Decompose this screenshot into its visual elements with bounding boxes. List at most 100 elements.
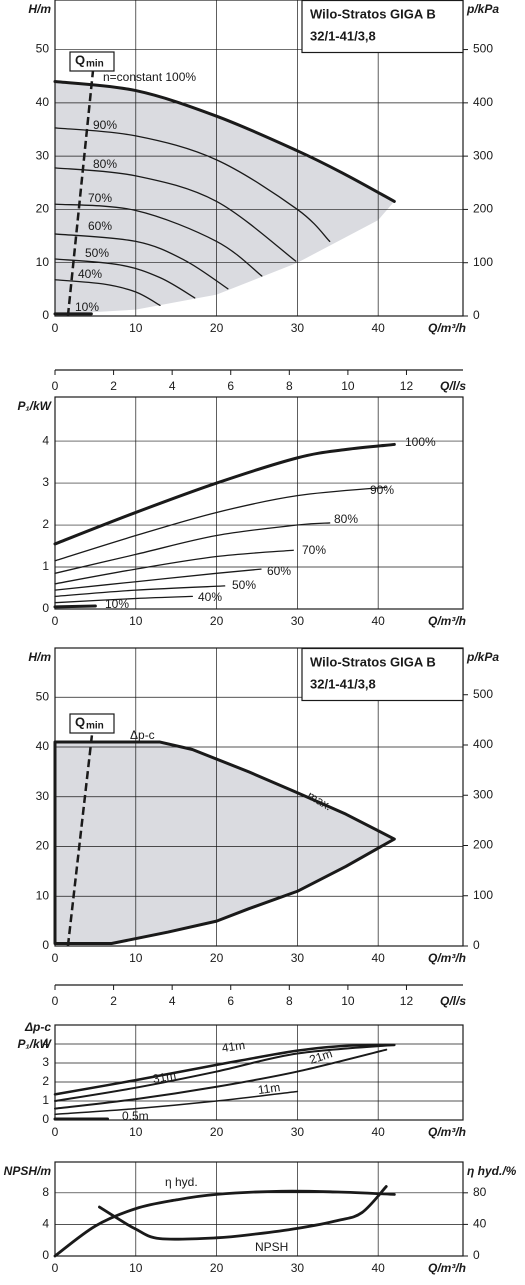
curve-label: n=constant 100% bbox=[103, 70, 196, 84]
curve bbox=[54, 1048, 388, 1110]
y-tick-label: 10 bbox=[36, 888, 50, 902]
y2-tick-label: 400 bbox=[473, 95, 493, 109]
operating-range bbox=[53, 740, 396, 946]
y-axis-title: H/m bbox=[28, 650, 51, 664]
y2-tick-label: 200 bbox=[473, 202, 493, 216]
y2-tick-label: 500 bbox=[473, 687, 493, 701]
x-tick-label: 6 bbox=[227, 379, 234, 393]
y2-axis-title: η hyd./% bbox=[467, 1164, 517, 1178]
curve bbox=[53, 80, 396, 203]
y2-tick-label: 0 bbox=[473, 938, 480, 952]
y-axis-title: Δp-c bbox=[24, 1020, 51, 1034]
curve-label: 40% bbox=[78, 267, 102, 281]
y-axis-title: P₁/kW bbox=[17, 399, 52, 413]
x-tick-label: 8 bbox=[286, 994, 293, 1008]
y-tick-label: 40 bbox=[36, 739, 50, 753]
qmin-label: Q bbox=[75, 52, 85, 67]
y2-tick-label: 300 bbox=[473, 787, 493, 801]
qmin-sub: min bbox=[86, 721, 104, 732]
qmin-label: Q bbox=[75, 714, 85, 729]
x-tick-label: 0 bbox=[52, 1125, 59, 1139]
plot-frame bbox=[54, 1161, 464, 1257]
curve-label: 11m bbox=[257, 1080, 281, 1097]
curve bbox=[54, 549, 294, 585]
curve bbox=[54, 522, 331, 574]
y-tick-label: 0 bbox=[42, 1112, 49, 1126]
y2-tick-label: 400 bbox=[473, 737, 493, 751]
curve-label: 90% bbox=[370, 483, 394, 497]
curve bbox=[54, 258, 196, 299]
curve-label: 21m bbox=[308, 1046, 335, 1067]
chart-title: Wilo-Stratos GIGA B bbox=[310, 6, 436, 21]
x-tick-label: 10 bbox=[129, 1261, 143, 1275]
curve-label: 60% bbox=[88, 219, 112, 233]
x-axis-title: Q/m³/h bbox=[428, 321, 466, 335]
x-tick-label: 2 bbox=[110, 994, 117, 1008]
plot bbox=[54, 1024, 464, 1121]
curve bbox=[54, 585, 226, 598]
x-tick-label: 10 bbox=[129, 321, 143, 335]
plot-frame bbox=[54, 647, 464, 947]
curve-label: 80% bbox=[334, 512, 358, 526]
plot bbox=[54, 0, 464, 317]
x-tick-label: 12 bbox=[400, 379, 414, 393]
curve-label: 31m bbox=[152, 1068, 177, 1086]
plot bbox=[53, 647, 464, 947]
y2-tick-label: 100 bbox=[473, 888, 493, 902]
x-tick-label: 2 bbox=[110, 379, 117, 393]
x-tick-label: 0 bbox=[52, 614, 59, 628]
curve bbox=[54, 486, 387, 562]
plot bbox=[54, 396, 464, 610]
y2-tick-label: 0 bbox=[473, 308, 480, 322]
y2-tick-label: 200 bbox=[473, 838, 493, 852]
x-tick-label: 40 bbox=[371, 1125, 385, 1139]
plot-frame bbox=[54, 0, 464, 317]
curve bbox=[54, 1090, 299, 1116]
y-tick-label: 1 bbox=[42, 1093, 49, 1107]
y2-tick-label: 500 bbox=[473, 42, 493, 56]
chart-subtitle: 32/1-41/3,8 bbox=[310, 28, 376, 43]
plot bbox=[54, 1161, 464, 1257]
x-tick-label: 10 bbox=[129, 614, 143, 628]
qmin-box bbox=[69, 713, 115, 734]
qmin-line bbox=[66, 70, 95, 317]
y-tick-label: 2 bbox=[42, 517, 49, 531]
x-tick-label: 6 bbox=[227, 994, 234, 1008]
x-tick-label: 4 bbox=[169, 994, 176, 1008]
qmin-box bbox=[69, 51, 115, 72]
curve bbox=[54, 233, 229, 290]
y2-tick-label: 40 bbox=[473, 1217, 487, 1231]
y-tick-label: 3 bbox=[42, 1055, 49, 1069]
y-tick-label: 2 bbox=[42, 1074, 49, 1088]
x-tick-label: 30 bbox=[291, 614, 305, 628]
x-tick-label: 10 bbox=[129, 951, 143, 965]
curve bbox=[54, 167, 297, 262]
curve-label: 10% bbox=[75, 300, 99, 314]
y-tick-label: 4 bbox=[42, 433, 49, 447]
curve bbox=[53, 604, 97, 609]
qmin-sub: min bbox=[86, 59, 104, 70]
annotation: Δp-c bbox=[130, 728, 155, 742]
x-tick-label: 4 bbox=[169, 379, 176, 393]
x-tick-label: 0 bbox=[52, 321, 59, 335]
y-tick-label: 0 bbox=[42, 938, 49, 952]
curve-label: 70% bbox=[302, 543, 326, 557]
curve bbox=[54, 1043, 396, 1102]
y-axis-title: H/m bbox=[28, 2, 51, 16]
x-tick-label: 30 bbox=[291, 951, 305, 965]
x-tick-label: 10 bbox=[341, 379, 355, 393]
x-tick-label: 30 bbox=[291, 1125, 305, 1139]
curve-label: 10% bbox=[105, 597, 129, 611]
y-tick-label: 40 bbox=[36, 95, 50, 109]
curve-label: 50% bbox=[232, 578, 256, 592]
x-tick-label: 10 bbox=[341, 994, 355, 1008]
plot-frame bbox=[54, 396, 464, 610]
curve-label: 50% bbox=[85, 246, 109, 260]
curve bbox=[53, 1189, 396, 1258]
y-axis-title: P₁/kW bbox=[17, 1037, 52, 1051]
x-tick-label: 0 bbox=[52, 1261, 59, 1275]
operating-range bbox=[55, 81, 395, 315]
curve-label: η hyd. bbox=[165, 1175, 198, 1189]
curve bbox=[54, 595, 193, 604]
